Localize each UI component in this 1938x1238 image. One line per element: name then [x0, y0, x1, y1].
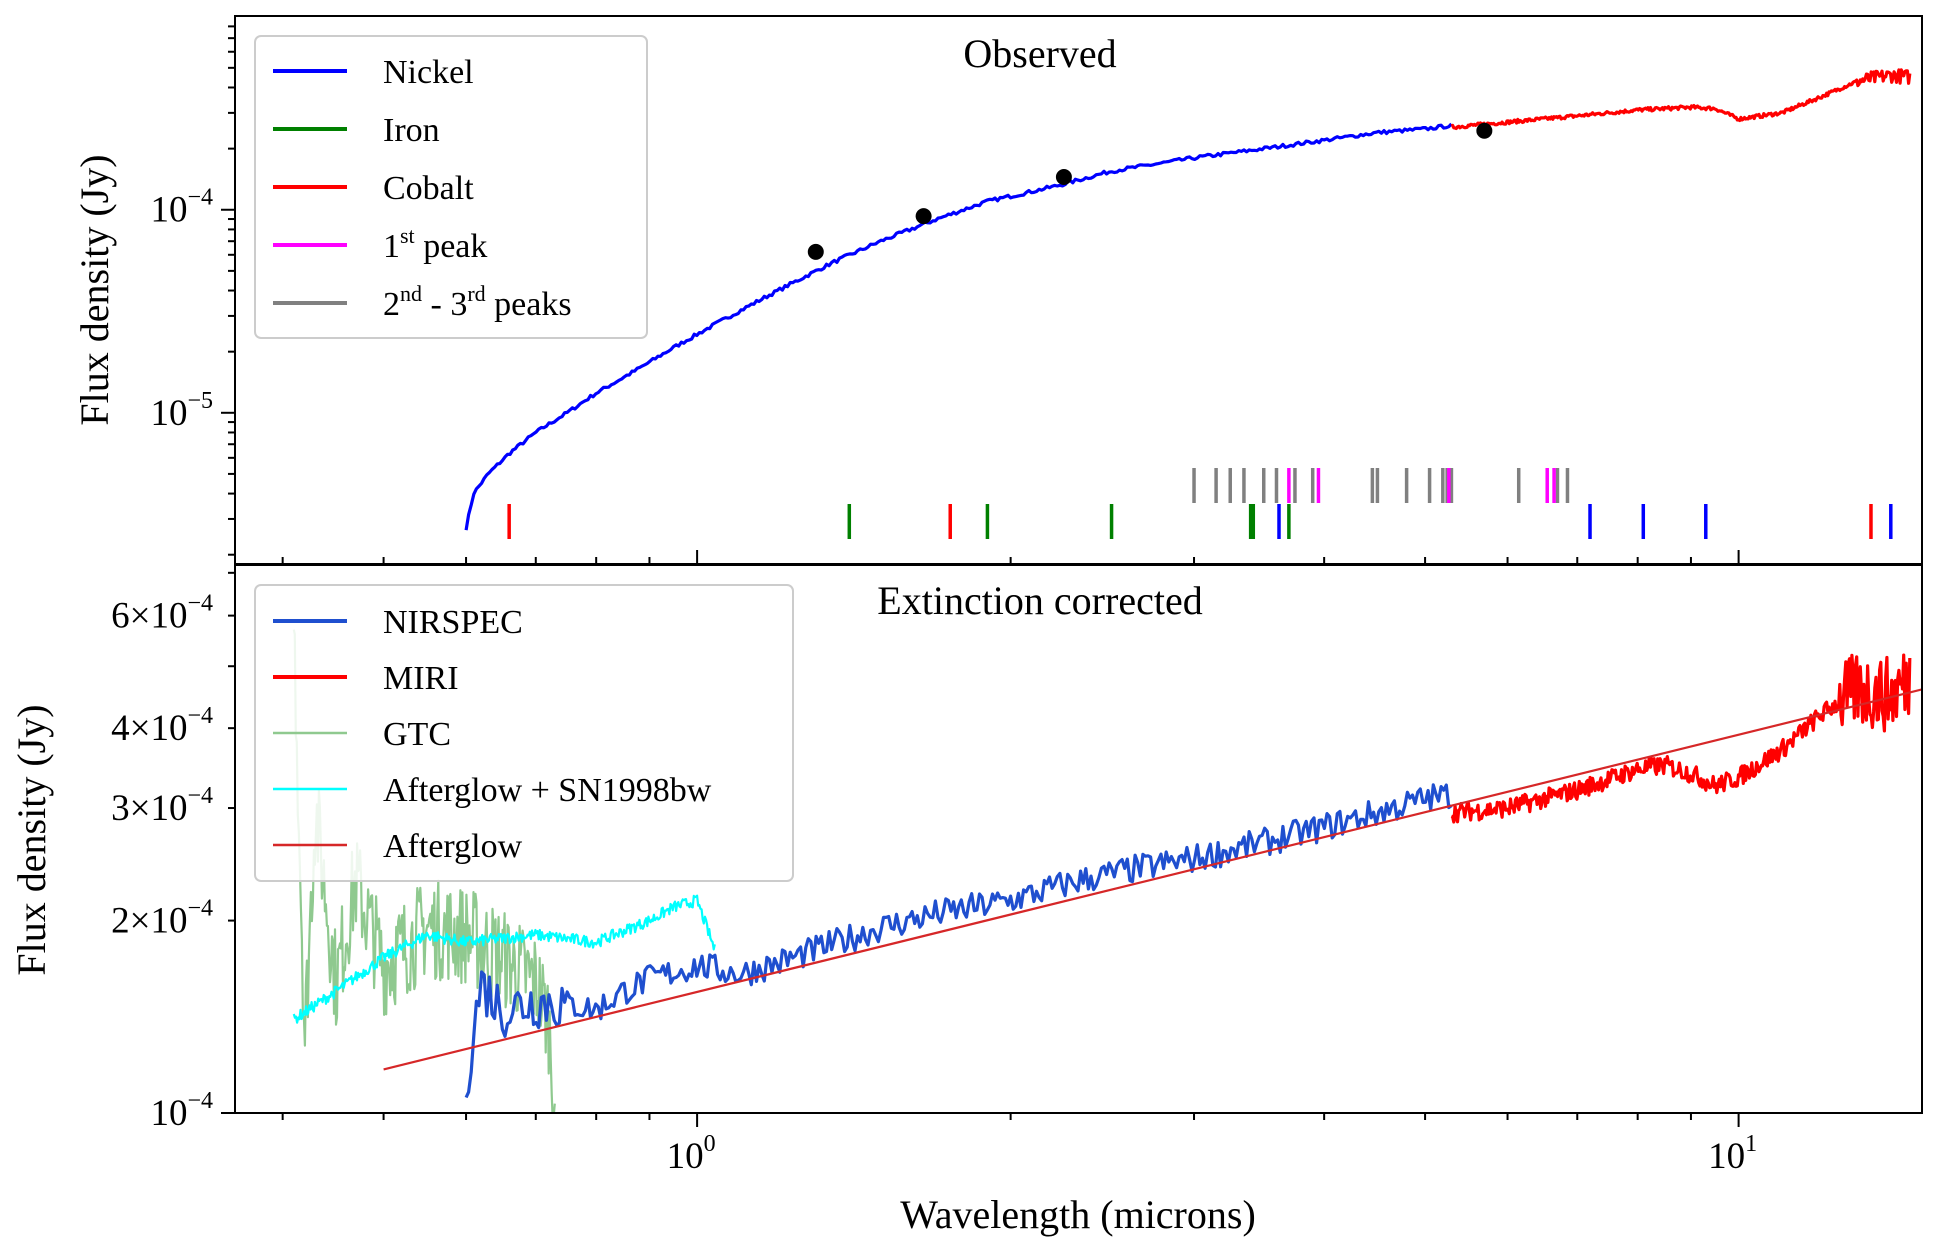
y-tick-label: 6×10−4 [111, 591, 213, 637]
y-minor-ticks [221, 571, 1740, 1127]
legend-entry: Cobalt [383, 170, 474, 207]
y-tick-label: 3×10−4 [111, 783, 213, 829]
x-tick-label: 101 [1708, 1131, 1757, 1177]
panel-extinction-corrected: Extinction corrected 10−4 2×10−4 3×10−4 4×1… [9, 564, 1923, 1237]
x-tick-label: 100 [667, 1131, 716, 1177]
y-tick-label: 10−5 [150, 388, 213, 434]
photometry-points [807, 122, 1493, 260]
line-markers [507, 468, 1893, 539]
series-line-miri [1450, 653, 1912, 824]
y-tick-label: 2×10−4 [111, 896, 213, 942]
legend-entry: Nickel [383, 54, 474, 91]
panel-observed: Observed 10−5 10−4 Flux density (Jy) Nick… [72, 15, 1923, 565]
chart-title: Observed [963, 31, 1116, 76]
photometry-point [1476, 122, 1493, 139]
observed-series [464, 68, 1912, 531]
series-line-nickel [464, 122, 1453, 531]
series-line-afterglow [383, 688, 1922, 1071]
legend-entry: Afterglow + SN1998bw [383, 772, 712, 809]
y-axis-label: Flux density (Jy) [9, 704, 54, 975]
legend: Nickel Iron Cobalt 1st peak 2nd - 3rd peaks [254, 35, 648, 339]
legend: NIRSPEC MIRI GTC Afterglow + SN1998bw Afterg… [254, 584, 794, 882]
photometry-point [807, 243, 824, 260]
corrected-series [292, 629, 1922, 1113]
y-tick-label: 10−4 [150, 185, 213, 231]
y-tick-labels: 10−4 2×10−4 3×10−4 4×10−4 6×10−4 [111, 591, 213, 1134]
legend-entry: 2nd - 3rd peaks [383, 281, 572, 323]
series-line-afterglow-sn1998bw [292, 894, 716, 1024]
legend-entry: GTC [383, 716, 451, 753]
legend-box [254, 584, 794, 882]
legend-entry: 1st peak [383, 223, 487, 265]
series-line-nirspec [464, 783, 1453, 1099]
photometry-point [915, 208, 932, 225]
legend-entry: MIRI [383, 660, 459, 697]
photometry-point [1055, 168, 1072, 185]
plot-frame [234, 564, 1923, 1114]
y-tick-label: 10−4 [150, 1088, 213, 1134]
chart-title: Extinction corrected [877, 578, 1202, 623]
y-tick-label: 4×10−4 [111, 703, 213, 749]
x-axis-label: Wavelength (microns) [900, 1192, 1256, 1237]
legend-entry: Afterglow [383, 828, 523, 865]
y-minor-ticks [221, 25, 1740, 564]
legend-entry: NIRSPEC [383, 604, 523, 641]
y-tick-labels: 10−5 10−4 [150, 185, 213, 434]
legend-entry: Iron [383, 112, 440, 149]
y-axis-label: Flux density (Jy) [72, 154, 117, 425]
x-ticks: 100 101 [667, 1131, 1757, 1177]
legend-box [254, 35, 648, 339]
series-line-gtc [292, 629, 556, 1113]
series-line-cobalt [1450, 68, 1912, 131]
